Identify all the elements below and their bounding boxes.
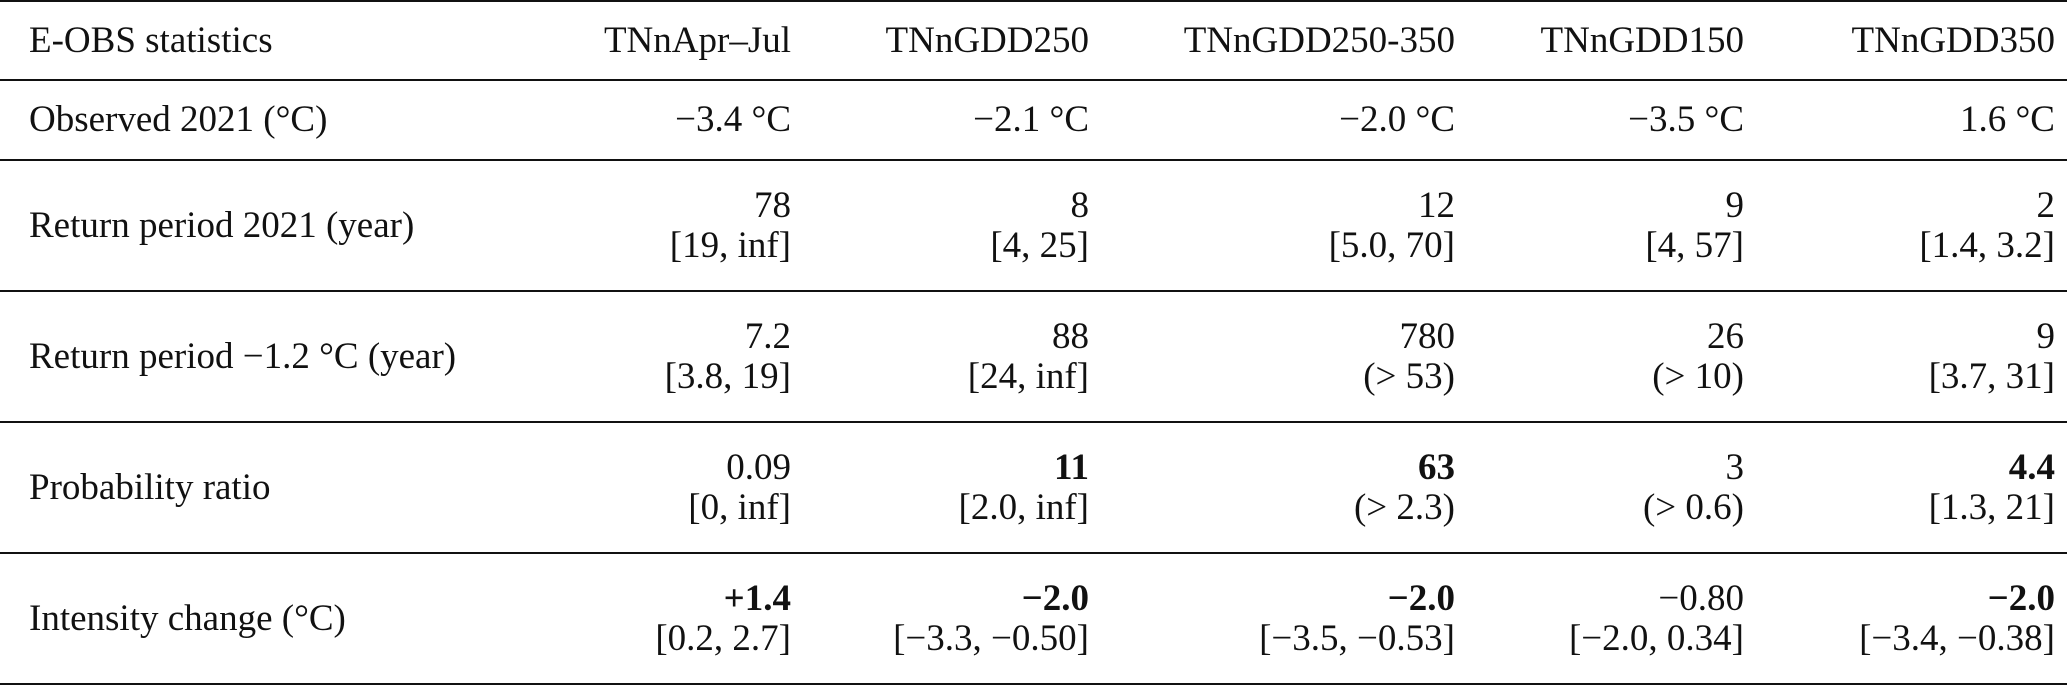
- table-header-row: E-OBS statistics TNnApr–Jul TNnGDD250 TN…: [0, 1, 2067, 80]
- cell-value: −3.5 °C: [1628, 99, 1744, 141]
- table-row-intensity-change: Intensity change (°C) +1.4 [0.2, 2.7] −2.…: [0, 553, 2067, 684]
- table-cell: 63 (> 2.3): [1101, 422, 1467, 553]
- table-cell: 1.6 °C: [1756, 80, 2067, 160]
- header-cell-tnnapr-jul: TNnApr–Jul: [603, 19, 791, 61]
- table-row-return-period-threshold: Return period −1.2 °C (year) 7.2 [3.8, 19…: [0, 291, 2067, 422]
- cell-value: 2: [2036, 184, 2056, 226]
- table-cell: +1.4 [0.2, 2.7]: [536, 553, 803, 684]
- table-cell: −2.0 [−3.4, −0.38]: [1756, 553, 2067, 684]
- table-cell: −3.5 °C: [1467, 80, 1756, 160]
- cell-interval: [1.4, 3.2]: [1919, 224, 2055, 266]
- cell-interval: [0, inf]: [688, 486, 791, 528]
- cell-value: 63: [1418, 446, 1455, 488]
- table-cell: 88 [24, inf]: [803, 291, 1101, 422]
- cell-value: 0.09: [726, 446, 791, 488]
- cell-value: 11: [1054, 446, 1089, 488]
- cell-interval: [−3.3, −0.50]: [893, 617, 1089, 659]
- table-cell: 2 [1.4, 3.2]: [1756, 160, 2067, 291]
- cell-interval: [3.8, 19]: [664, 355, 791, 397]
- header-cell-statistics: E-OBS statistics: [29, 19, 273, 61]
- cell-value: 1.6 °C: [1960, 99, 2055, 141]
- cell-interval: [4, 57]: [1645, 224, 1744, 266]
- cell-value: 12: [1418, 184, 1455, 226]
- cell-interval: [−2.0, 0.34]: [1568, 617, 1744, 659]
- table-cell: 780 (> 53): [1101, 291, 1467, 422]
- table-row-probability-ratio: Probability ratio 0.09 [0, inf] 11 [2.0, i…: [0, 422, 2067, 553]
- cell-value: 9: [2036, 315, 2056, 357]
- table-cell: 7.2 [3.8, 19]: [536, 291, 803, 422]
- row-label: Probability ratio: [29, 466, 271, 508]
- cell-value: 7.2: [744, 315, 791, 357]
- table-cell: −2.0 °C: [1101, 80, 1467, 160]
- table-cell: 26 (> 10): [1467, 291, 1756, 422]
- cell-value: +1.4: [723, 577, 791, 619]
- header-cell-tnngdd250: TNnGDD250: [885, 19, 1089, 61]
- table-cell: 0.09 [0, inf]: [536, 422, 803, 553]
- cell-value: −2.1 °C: [973, 99, 1089, 141]
- table-cell: 78 [19, inf]: [536, 160, 803, 291]
- row-label: Return period −1.2 °C (year): [29, 335, 457, 377]
- cell-value: 88: [1052, 315, 1089, 357]
- row-label: Intensity change (°C): [29, 597, 346, 639]
- cell-interval: [0.2, 2.7]: [655, 617, 791, 659]
- table-cell: −2.0 [−3.3, −0.50]: [803, 553, 1101, 684]
- row-label: Observed 2021 (°C): [29, 99, 328, 141]
- cell-interval: (> 53): [1363, 355, 1455, 397]
- header-cell-tnngdd350: TNnGDD350: [1851, 19, 2055, 61]
- cell-value: −3.4 °C: [675, 99, 791, 141]
- cell-interval: [−3.5, −0.53]: [1259, 617, 1455, 659]
- cell-interval: [1.3, 21]: [1928, 486, 2055, 528]
- table-cell: 3 (> 0.6): [1467, 422, 1756, 553]
- table-cell: −3.4 °C: [536, 80, 803, 160]
- cell-value: 780: [1399, 315, 1456, 357]
- cell-value: 3: [1725, 446, 1745, 488]
- cell-interval: [4, 25]: [990, 224, 1089, 266]
- cell-value: 78: [754, 184, 791, 226]
- table-row-observed-2021: Observed 2021 (°C) −3.4 °C −2.1 °C −2.0 …: [0, 80, 2067, 160]
- cell-interval: [3.7, 31]: [1928, 355, 2055, 397]
- cell-value: 4.4: [2008, 446, 2055, 488]
- cell-interval: [2.0, inf]: [958, 486, 1090, 528]
- table-cell: 8 [4, 25]: [803, 160, 1101, 291]
- cell-value: 26: [1707, 315, 1744, 357]
- table-cell: 12 [5.0, 70]: [1101, 160, 1467, 291]
- cell-value: −2.0: [1021, 577, 1089, 619]
- cell-interval: (> 0.6): [1642, 486, 1744, 528]
- table-cell: −2.0 [−3.5, −0.53]: [1101, 553, 1467, 684]
- cell-interval: (> 2.3): [1353, 486, 1455, 528]
- cell-value: −2.0: [1387, 577, 1455, 619]
- table-cell: −2.1 °C: [803, 80, 1101, 160]
- row-label: Return period 2021 (year): [29, 204, 415, 246]
- table-cell: 9 [3.7, 31]: [1756, 291, 2067, 422]
- cell-value: 8: [1070, 184, 1090, 226]
- cell-interval: [24, inf]: [967, 355, 1089, 397]
- cell-value: 9: [1725, 184, 1745, 226]
- cell-interval: (> 10): [1652, 355, 1744, 397]
- header-cell-tnngdd250-350: TNnGDD250-350: [1183, 19, 1455, 61]
- table-cell: 4.4 [1.3, 21]: [1756, 422, 2067, 553]
- table-row-return-period-2021: Return period 2021 (year) 78 [19, inf] 8[…: [0, 160, 2067, 291]
- cell-interval: [−3.4, −0.38]: [1859, 617, 2055, 659]
- table-cell: 11 [2.0, inf]: [803, 422, 1101, 553]
- table-cell: 9 [4, 57]: [1467, 160, 1756, 291]
- header-cell-tnngdd150: TNnGDD150: [1540, 19, 1744, 61]
- cell-value: −2.0: [1987, 577, 2055, 619]
- cell-value: −0.80: [1658, 577, 1744, 619]
- cell-value: −2.0 °C: [1339, 99, 1455, 141]
- cell-interval: [5.0, 70]: [1328, 224, 1455, 266]
- cell-interval: [19, inf]: [669, 224, 791, 266]
- table-cell: −0.80 [−2.0, 0.34]: [1467, 553, 1756, 684]
